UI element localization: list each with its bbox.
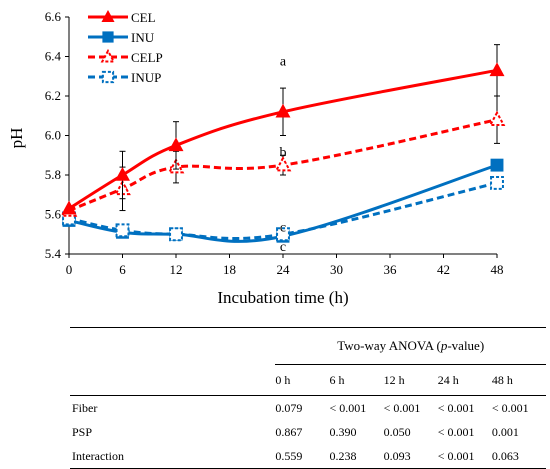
legend-marker [102, 31, 114, 43]
table-row: Fiber 0.079 < 0.001 < 0.001 < 0.001 < 0.… [70, 396, 546, 421]
anova-table: Two-way ANOVA (p-value) 0 h 6 h 12 h 24 … [70, 327, 546, 469]
legend-label: INU [131, 30, 155, 45]
y-tick-label: 6.2 [45, 88, 61, 103]
legend-item: CEL [88, 9, 156, 25]
data-point [276, 227, 290, 242]
x-axis-title: Incubation time (h) [217, 288, 348, 307]
anova-row-label: Interaction [70, 444, 276, 469]
legend-item: INU [88, 30, 155, 45]
y-axis-title: pH [7, 128, 26, 149]
x-tick-label: 48 [491, 262, 504, 277]
significance-letter: b [280, 145, 287, 160]
x-tick-label: 30 [330, 262, 343, 277]
legend-label: CELP [131, 50, 163, 65]
y-tick-label: 6.6 [45, 9, 62, 24]
anova-cell: < 0.001 [437, 424, 475, 439]
anova-cell: 0.063 [491, 444, 546, 469]
x-tick-label: 42 [437, 262, 450, 277]
y-tick-label: 6.4 [45, 49, 62, 64]
anova-header-row: 0 h 6 h 12 h 24 h 48 h [70, 364, 546, 396]
legend-item: INUP [88, 70, 161, 85]
ph-line-chart: 5.4 5.6 5.8 6.0 6.2 6.4 6.6 0 6 12 18 24 30 36 42 48 CE… [7, 9, 506, 307]
x-tick-label: 12 [170, 262, 183, 277]
x-tick-label: 36 [384, 262, 398, 277]
significance-letter: c [280, 240, 286, 255]
y-tick-label: 5.8 [45, 167, 61, 182]
data-point [168, 137, 184, 152]
data-point [489, 62, 505, 77]
anova-cell: 0.390 [329, 424, 357, 439]
data-point [115, 223, 130, 238]
x-tick-label: 24 [277, 262, 291, 277]
data-point [61, 200, 77, 215]
x-tick-label: 18 [223, 262, 236, 277]
data-point [488, 110, 506, 126]
anova-col-header: 24 h [437, 364, 492, 396]
anova-col-header: 6 h [329, 364, 384, 396]
data-point [115, 166, 130, 181]
significance-letter: c [280, 220, 286, 235]
anova-row-label: PSP [72, 424, 93, 439]
legend-item: CELP [88, 48, 163, 65]
anova-cell: 0.079 [275, 400, 303, 415]
annotations: a b cc [280, 54, 287, 255]
x-tick-label: 6 [119, 262, 126, 277]
axes: 5.4 5.6 5.8 6.0 6.2 6.4 6.6 0 6 12 18 24 30 36 42 48 [45, 9, 504, 277]
legend-label: CEL [131, 10, 156, 25]
anova-col-header: 48 h [491, 364, 546, 396]
anova-cell: < 0.001 [437, 400, 475, 415]
data-point [275, 103, 291, 118]
table-row: PSP 0.867 0.390 0.050 < 0.001 0.001 [70, 420, 546, 444]
series-line [68, 118, 498, 212]
anova-cell: 0.050 [383, 424, 411, 439]
series-cel [61, 44, 505, 215]
anova-cell: 0.559 [275, 444, 330, 469]
anova-caption: Two-way ANOVA (p-value) [275, 327, 546, 365]
anova-cell: 0.867 [275, 424, 303, 439]
anova-cell: < 0.001 [383, 400, 421, 415]
legend: CEL INU CELP INUP [88, 9, 163, 85]
anova-caption-row: Two-way ANOVA (p-value) [70, 327, 546, 365]
y-tick-label: 6.0 [45, 128, 61, 143]
y-tick-label: 5.6 [45, 207, 62, 222]
series-inup [62, 175, 504, 242]
anova-cell: < 0.001 [329, 400, 367, 415]
anova-blank-header [70, 327, 276, 365]
legend-marker [101, 9, 115, 22]
anova-row-label: Fiber [72, 400, 98, 415]
anova-cell: 0.001 [491, 424, 519, 439]
anova-cell: < 0.001 [437, 444, 492, 469]
y-tick-label: 5.4 [45, 246, 62, 261]
legend-marker [100, 48, 116, 63]
anova-col-header: 12 h [383, 364, 438, 396]
legend-marker [101, 70, 115, 84]
data-point [490, 175, 504, 190]
anova-cell: 0.238 [329, 444, 384, 469]
anova-col-header: 0 h [275, 364, 330, 396]
legend-label: INUP [131, 70, 161, 85]
data-point [490, 158, 504, 172]
significance-letter: a [280, 54, 287, 69]
anova-table-container: Two-way ANOVA (p-value) 0 h 6 h 12 h 24 … [70, 327, 550, 469]
series-layer [60, 44, 506, 243]
x-tick-label: 0 [66, 262, 73, 277]
anova-cell: 0.093 [383, 444, 438, 469]
table-row: Interaction 0.559 0.238 0.093 < 0.001 0.… [70, 444, 546, 469]
anova-cell: < 0.001 [491, 400, 529, 415]
data-point [274, 156, 292, 172]
data-point [169, 227, 183, 242]
anova-corner [70, 364, 276, 396]
